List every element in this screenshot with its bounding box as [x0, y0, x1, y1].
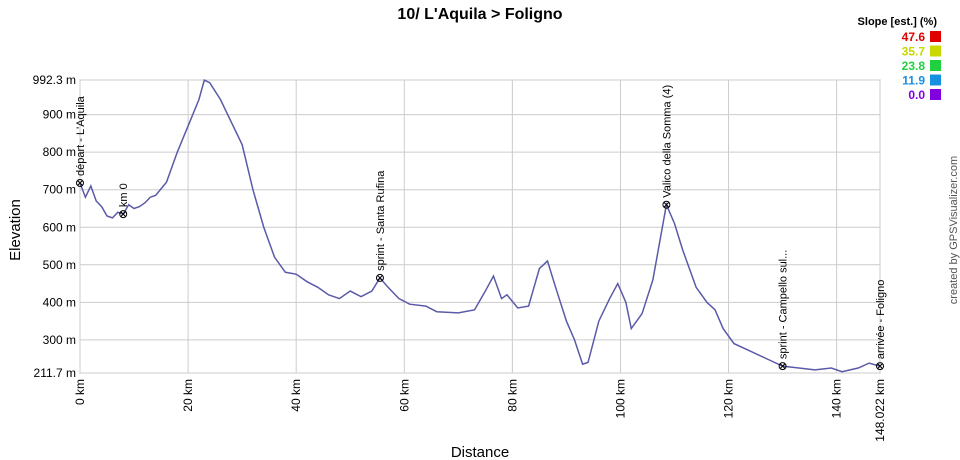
waypoint-cross [779, 363, 786, 369]
x-tick-label: 60 km [397, 379, 411, 412]
y-tick-label: 900 m [43, 108, 76, 122]
x-tick-label: 40 km [289, 379, 303, 412]
waypoint-marker [119, 210, 128, 219]
waypoint-label: sprint - Campello sul... [778, 250, 790, 359]
x-axis-label: Distance [451, 444, 509, 460]
x-tick-label: 140 km [830, 379, 844, 418]
waypoint-label: Valico della Somma (4) [661, 85, 673, 198]
legend-label: 23.8 [902, 59, 926, 73]
y-tick-label: 211.7 m [34, 366, 76, 380]
legend-swatch [930, 60, 941, 71]
legend-label: 35.7 [902, 45, 926, 59]
legend-swatch [930, 89, 941, 100]
x-tick-label: 80 km [505, 379, 519, 412]
waypoint-cross [663, 201, 670, 208]
credit: created by GPSVisualizer.com [948, 156, 960, 304]
waypoint-cross [77, 180, 83, 186]
legend-label: 11.9 [902, 74, 925, 88]
waypoint-label: sprint - Santa Rufina [375, 170, 387, 271]
x-tick-label: 148.022 km [873, 379, 887, 442]
waypoint-label: km 0 [118, 183, 130, 207]
elevation-line [79, 79, 881, 373]
legend-swatch [930, 45, 941, 57]
y-tick-label: 600 m [43, 220, 76, 234]
waypoint-marker [375, 273, 384, 282]
waypoint-marker [662, 200, 671, 209]
y-tick-label: 700 m [43, 183, 76, 197]
x-tick-label: 0 km [73, 379, 87, 405]
legend-swatch [930, 74, 941, 86]
waypoint-label: départ - L'Aquila [75, 95, 87, 176]
y-tick-label: 300 m [43, 333, 76, 347]
y-tick-label: 992.3 m [33, 73, 76, 87]
waypoint-cross [377, 275, 383, 281]
y-axis-label: Elevation [7, 199, 24, 261]
waypoint-cross [120, 211, 127, 217]
waypoint-label: arrivée - Foligno [875, 280, 887, 359]
x-tick-label: 100 km [613, 379, 627, 418]
y-tick-label: 500 m [43, 258, 76, 272]
chart-title: 10/ L'Aquila > Foligno [397, 6, 562, 23]
legend-title: Slope [est.] (%) [858, 16, 938, 28]
y-tick-label: 800 m [43, 145, 76, 159]
waypoint-marker [76, 178, 84, 187]
plot-area [79, 79, 881, 374]
legend-label: 0.0 [908, 88, 925, 102]
x-tick-label: 20 km [181, 379, 195, 412]
waypoint-marker [778, 362, 787, 371]
waypoint-marker [876, 362, 884, 371]
legend-label: 47.6 [902, 30, 926, 44]
legend-swatch [930, 31, 941, 42]
y-tick-label: 400 m [43, 295, 76, 309]
x-tick-label: 120 km [722, 379, 736, 418]
waypoint-cross [877, 363, 883, 369]
